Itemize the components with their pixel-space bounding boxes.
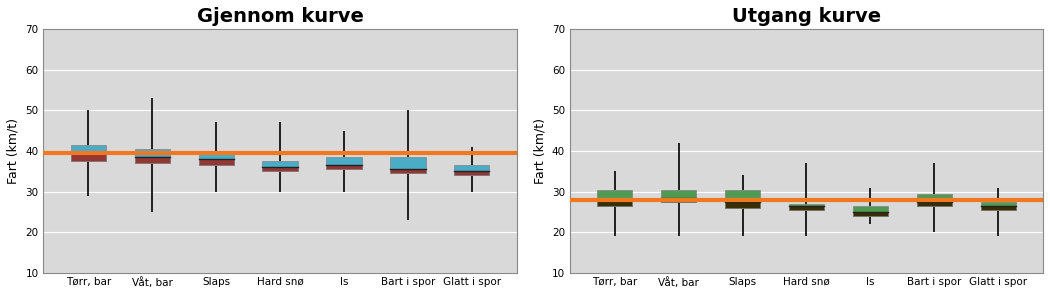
Title: Gjennom kurve: Gjennom kurve xyxy=(196,7,363,26)
Bar xyxy=(198,159,234,165)
Bar xyxy=(724,190,760,208)
Bar xyxy=(853,212,888,216)
Bar xyxy=(981,202,1016,210)
Bar xyxy=(327,165,361,169)
Bar xyxy=(134,149,170,163)
Bar xyxy=(134,157,170,163)
Y-axis label: Fart (km/t): Fart (km/t) xyxy=(7,118,20,184)
Bar xyxy=(917,202,952,206)
Bar xyxy=(789,204,824,210)
Bar xyxy=(262,167,297,171)
Bar xyxy=(262,161,297,171)
Bar xyxy=(70,153,106,161)
Bar xyxy=(597,200,632,206)
Bar xyxy=(662,198,696,202)
Bar xyxy=(455,165,489,175)
Bar xyxy=(917,194,952,206)
Bar xyxy=(455,171,489,175)
Y-axis label: Fart (km/t): Fart (km/t) xyxy=(533,118,546,184)
Bar xyxy=(597,190,632,206)
Bar xyxy=(198,153,234,165)
Bar xyxy=(724,202,760,208)
Bar xyxy=(981,206,1016,210)
Bar xyxy=(662,190,696,202)
Bar xyxy=(327,157,361,169)
Bar xyxy=(391,157,425,173)
Bar xyxy=(70,145,106,161)
Bar xyxy=(391,169,425,173)
Bar xyxy=(789,206,824,210)
Title: Utgang kurve: Utgang kurve xyxy=(732,7,881,26)
Bar xyxy=(853,206,888,216)
